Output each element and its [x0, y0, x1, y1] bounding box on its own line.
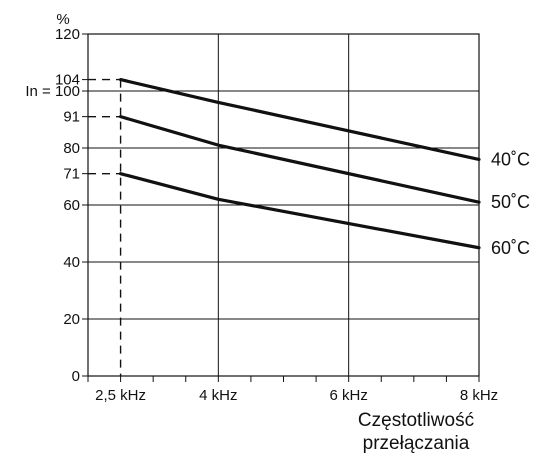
y-tick-label-6: 91: [63, 109, 80, 126]
x-axis-label-line-2: przełączania: [363, 433, 470, 454]
y-axis-label: %: [56, 11, 69, 28]
y-tick-label-8: 104: [55, 72, 80, 89]
axis-layer: [82, 33, 480, 382]
y-tick-label-9: 120: [55, 26, 80, 43]
x-tick-label-0: 2,5 kHz: [95, 387, 146, 404]
y-tick-label-1: 20: [63, 311, 80, 328]
y-tick-label-2: 40: [63, 254, 80, 271]
series-line-1: [118, 115, 481, 204]
label-layer: % Częstotliwość przełączania 0 20 40 60 71 80…: [25, 11, 530, 454]
x-axis-label-line-1: Częstotliwość: [358, 410, 474, 431]
x-tick-label-3: 8 kHz: [460, 387, 498, 404]
y-tick-label-3: 60: [63, 197, 80, 214]
series-line-0: [118, 77, 481, 161]
y-tick-label-5: 80: [63, 140, 80, 157]
series-line-2: [118, 172, 481, 250]
series-label-1: 50˚C: [491, 192, 530, 212]
series-label-2: 60˚C: [491, 238, 530, 258]
series-layer: [118, 77, 481, 250]
y-tick-label-4: 71: [63, 166, 80, 183]
reference-lines-layer: [88, 78, 122, 376]
y-tick-label-7: In = 100: [25, 83, 80, 100]
x-tick-label-2: 6 kHz: [329, 387, 367, 404]
series-label-0: 40˚C: [491, 149, 530, 169]
y-tick-label-0: 0: [72, 368, 80, 385]
x-tick-label-1: 4 kHz: [199, 387, 237, 404]
